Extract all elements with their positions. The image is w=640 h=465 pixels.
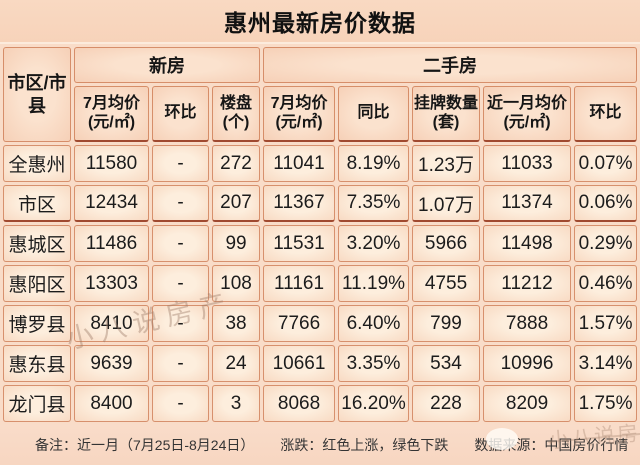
cell-value: 1.75%	[574, 385, 638, 422]
cell-value: 11374	[483, 185, 572, 222]
header-group-new: 新房	[74, 47, 261, 83]
cell-value: 11531	[263, 225, 336, 262]
table-row: 惠城区 11486-99 11531 3.20% 5966 11498 0.29%	[3, 225, 638, 262]
table-body: 全惠州 11580-272 11041 8.19% 1.23万 11033 0.07% 市区 1…	[3, 145, 638, 422]
title-bar: 惠州最新房价数据	[0, 0, 640, 44]
cell-value: 8209	[483, 385, 572, 422]
cell-region: 惠阳区	[3, 265, 71, 302]
header-sub-row: 7月均价(元/㎡) 环比 楼盘(个) 7月均价(元/㎡) 同比 挂牌数量(套) …	[3, 86, 638, 142]
cell-value: 3	[212, 385, 261, 422]
cell-value: 3.20%	[338, 225, 410, 262]
cell-value: 11580	[74, 145, 149, 182]
white-smudge	[486, 428, 518, 450]
cell-value: 108	[212, 265, 261, 302]
cell-value: -	[152, 265, 209, 302]
cell-region: 博罗县	[3, 305, 71, 342]
cell-value: 0.29%	[574, 225, 638, 262]
cell-value: 8410	[74, 305, 149, 342]
cell-value: 11498	[483, 225, 572, 262]
cell-value: 272	[212, 145, 261, 182]
price-table: 市区/市县 新房 二手房 7月均价(元/㎡) 环比 楼盘(个) 7月均价(元/㎡…	[0, 44, 640, 425]
cell-value: 799	[412, 305, 481, 342]
cell-value: 11367	[263, 185, 336, 222]
header-used-month-avg: 近一月均价(元/㎡)	[483, 86, 572, 142]
cell-value: 207	[212, 185, 261, 222]
cell-value: 12434	[74, 185, 149, 222]
cell-value: 0.06%	[574, 185, 638, 222]
table-row: 博罗县 8410-38 7766 6.40% 799 7888 1.57%	[3, 305, 638, 342]
header-used-mom: 环比	[574, 86, 638, 142]
header-region: 市区/市县	[3, 47, 71, 142]
cell-value: 5966	[412, 225, 481, 262]
cell-value: 11.19%	[338, 265, 410, 302]
footer-note: 备注：近一月（7月25日-8月24日）	[35, 437, 255, 453]
table-row: 惠东县 9639-24 10661 3.35% 534 10996 3.14%	[3, 345, 638, 382]
header-new-july-avg: 7月均价(元/㎡)	[74, 86, 149, 142]
cell-value: 1.07万	[412, 185, 481, 222]
cell-value: 13303	[74, 265, 149, 302]
cell-value: 38	[212, 305, 261, 342]
header-used-yoy: 同比	[338, 86, 410, 142]
footer-note-bar: 备注：近一月（7月25日-8月24日） 涨跌：红色上涨，绿色下跌 数据来源：中国…	[0, 425, 640, 465]
header-new-mom: 环比	[152, 86, 209, 142]
cell-value: -	[152, 185, 209, 222]
cell-value: 7888	[483, 305, 572, 342]
cell-region: 惠东县	[3, 345, 71, 382]
cell-value: 3.14%	[574, 345, 638, 382]
footer-updown: 涨跌：红色上涨，绿色下跌	[280, 437, 449, 453]
table-row: 惠阳区 13303-108 11161 11.19% 4755 11212 0.46%	[3, 265, 638, 302]
table-row: 龙门县 8400-3 8068 16.20% 228 8209 1.75%	[3, 385, 638, 422]
cell-value: 6.40%	[338, 305, 410, 342]
cell-value: 11212	[483, 265, 572, 302]
cell-value: -	[152, 305, 209, 342]
cell-value: 0.07%	[574, 145, 638, 182]
cell-value: -	[152, 345, 209, 382]
cell-value: 1.23万	[412, 145, 481, 182]
table-row: 市区 12434-207 11367 7.35% 1.07万 11374 0.06%	[3, 185, 638, 222]
header-used-july-avg: 7月均价(元/㎡)	[263, 86, 336, 142]
cell-value: 1.57%	[574, 305, 638, 342]
cell-value: 10996	[483, 345, 572, 382]
cell-value: 9639	[74, 345, 149, 382]
cell-value: 8068	[263, 385, 336, 422]
cell-value: 7766	[263, 305, 336, 342]
header-group-used: 二手房	[263, 47, 638, 83]
cell-value: -	[152, 225, 209, 262]
cell-value: 534	[412, 345, 481, 382]
cell-value: 11486	[74, 225, 149, 262]
cell-value: 11041	[263, 145, 336, 182]
cell-value: 11161	[263, 265, 336, 302]
cell-value: 7.35%	[338, 185, 410, 222]
header-new-projects: 楼盘(个)	[212, 86, 261, 142]
cell-value: 16.20%	[338, 385, 410, 422]
cell-value: 0.46%	[574, 265, 638, 302]
header-group-row: 市区/市县 新房 二手房	[3, 47, 638, 142]
cell-region: 惠城区	[3, 225, 71, 262]
cell-region: 全惠州	[3, 145, 71, 182]
table-row: 全惠州 11580-272 11041 8.19% 1.23万 11033 0.07%	[3, 145, 638, 182]
page-title: 惠州最新房价数据	[224, 10, 416, 36]
cell-value: 99	[212, 225, 261, 262]
header-used-listings: 挂牌数量(套)	[412, 86, 481, 142]
cell-region: 市区	[3, 185, 71, 222]
cell-value: 8400	[74, 385, 149, 422]
cell-value: 11033	[483, 145, 572, 182]
cell-value: 4755	[412, 265, 481, 302]
cell-value: 10661	[263, 345, 336, 382]
cell-value: 8.19%	[338, 145, 410, 182]
cell-value: -	[152, 385, 209, 422]
cell-value: 228	[412, 385, 481, 422]
cell-value: 3.35%	[338, 345, 410, 382]
cell-value: -	[152, 145, 209, 182]
cell-region: 龙门县	[3, 385, 71, 422]
cell-value: 24	[212, 345, 261, 382]
